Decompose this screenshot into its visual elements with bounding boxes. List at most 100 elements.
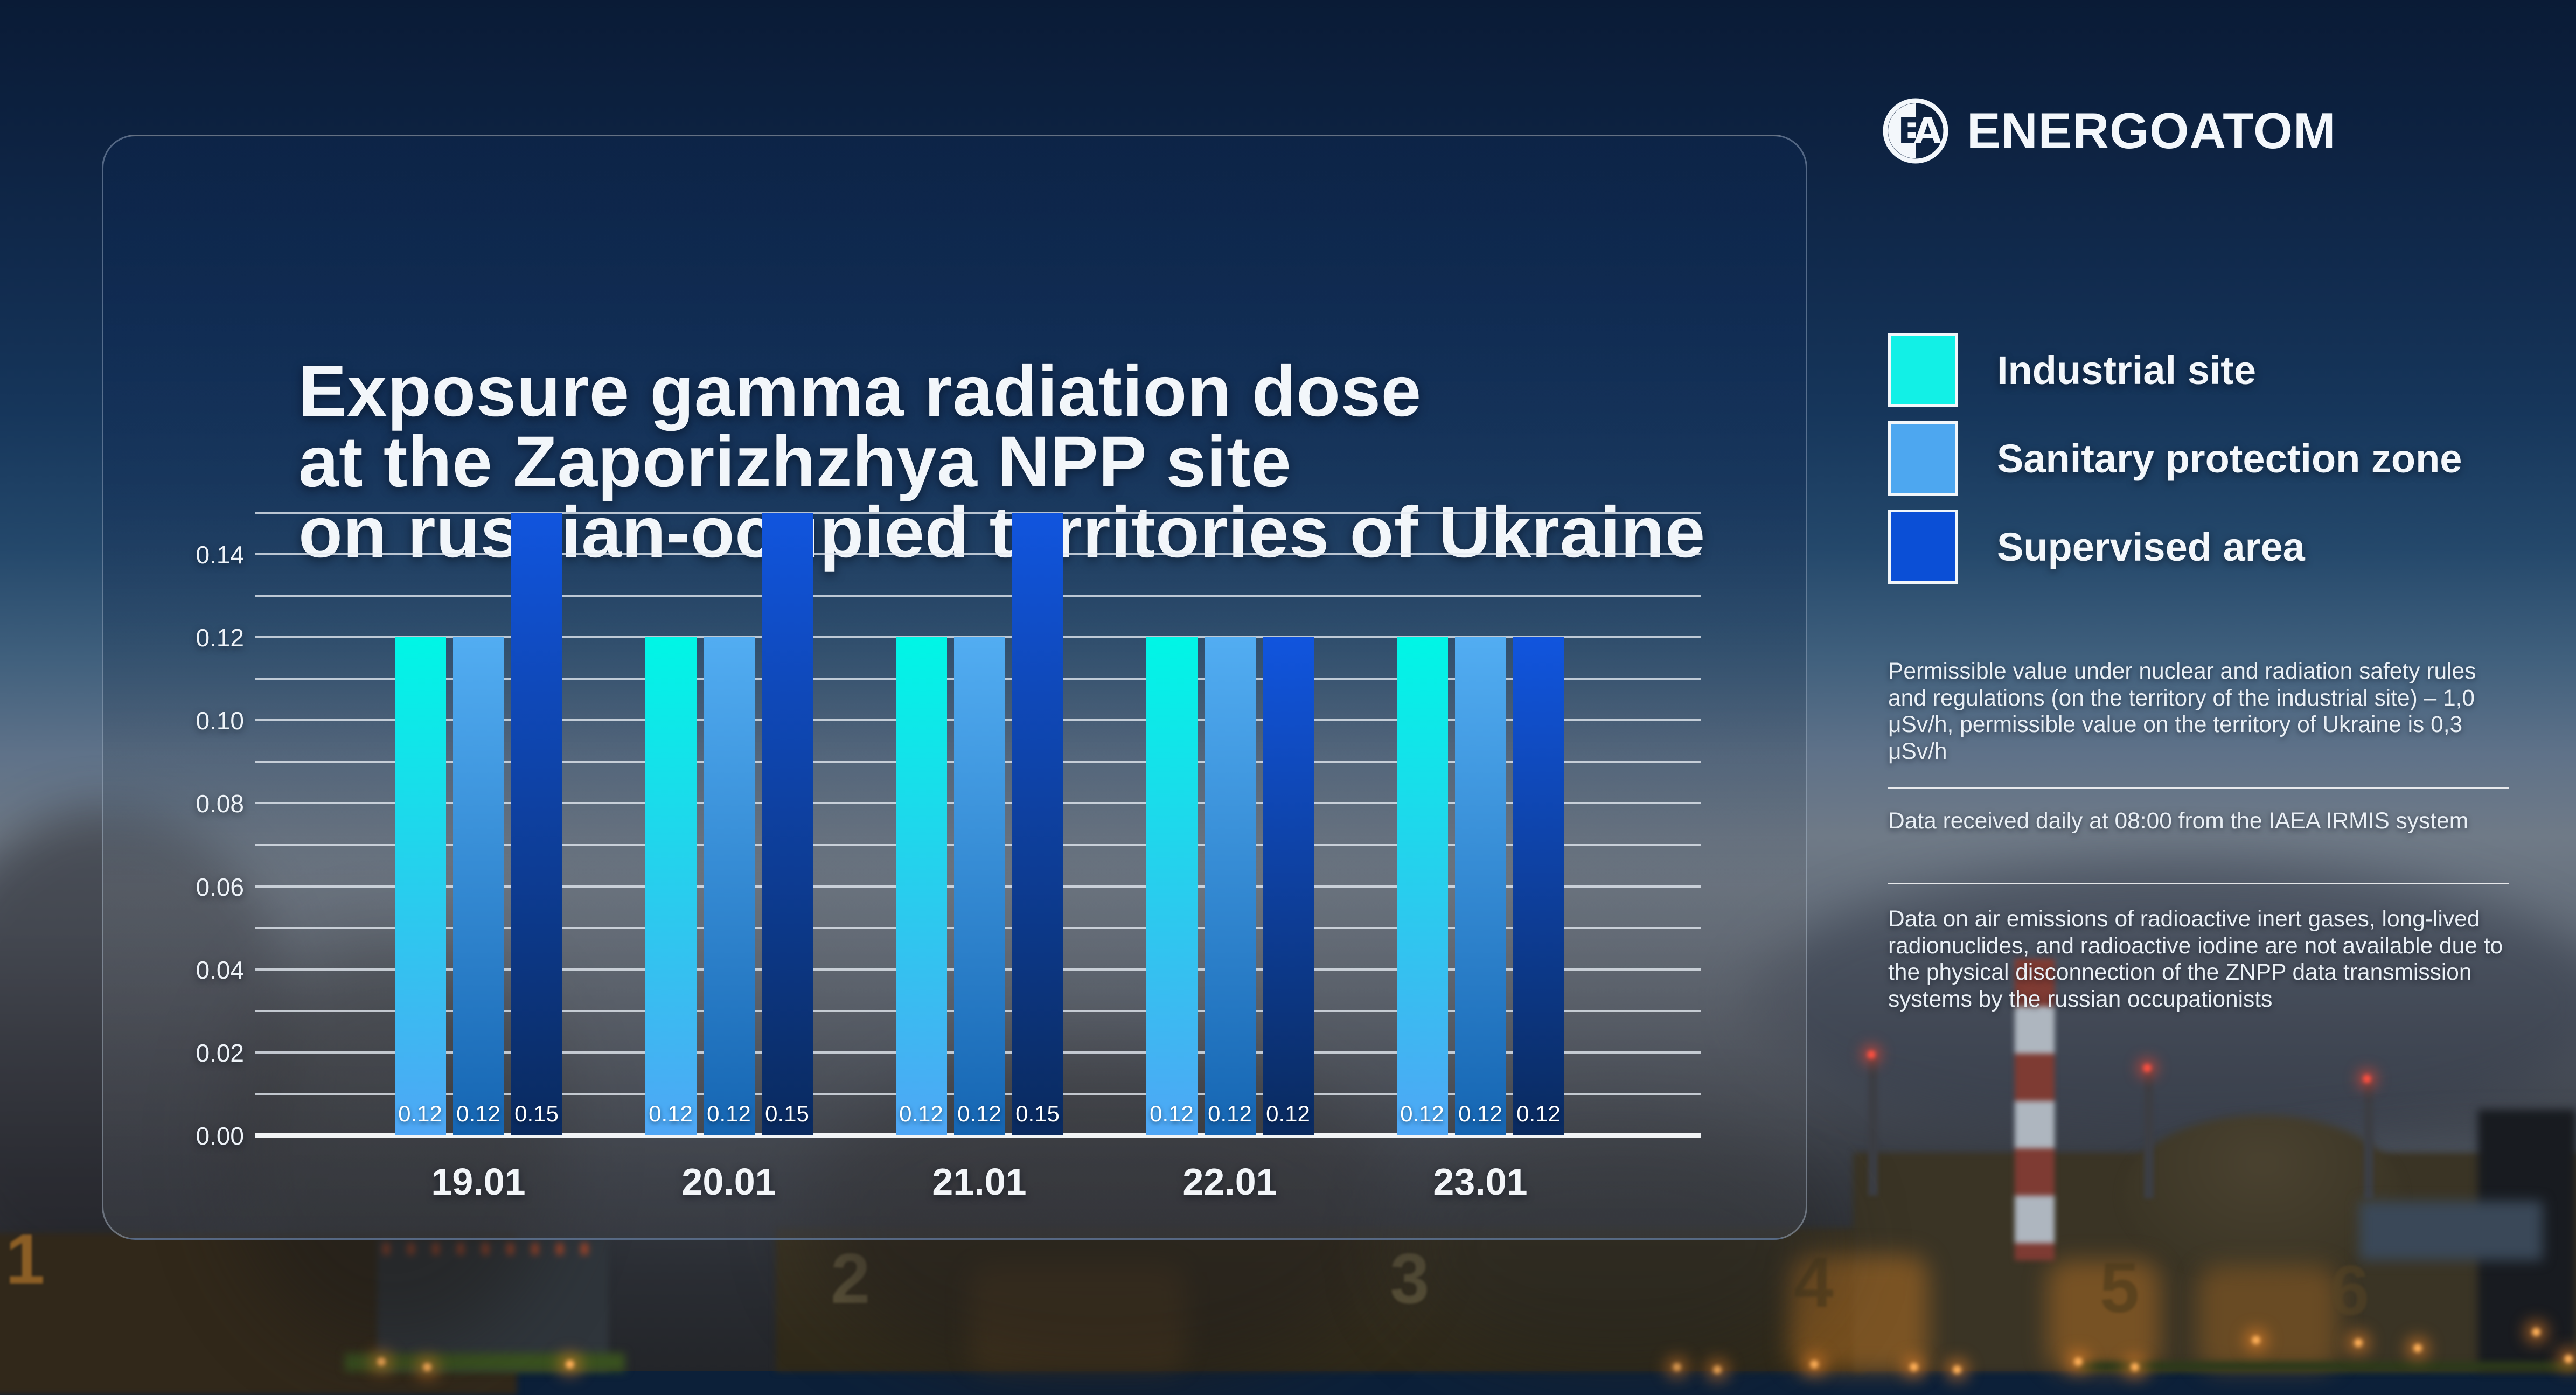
reactor-dome — [2122, 1115, 2403, 1277]
plant-light — [423, 1363, 431, 1371]
legend-swatch-supervised-area — [1888, 510, 1958, 584]
bar-sanitary-protection-zone-23.01: 0.12 — [1454, 637, 1506, 1135]
bar-value-label: 0.12 — [1400, 1101, 1444, 1126]
legend-item-supervised-area: Supervised area — [1888, 510, 2462, 584]
gridline — [255, 512, 1701, 514]
plant-light — [2532, 1328, 2540, 1336]
plant-light — [2074, 1357, 2083, 1366]
plant-light — [1953, 1365, 1961, 1374]
bar-value-label: 0.12 — [1516, 1101, 1561, 1126]
plant-light — [2131, 1363, 2139, 1371]
vent-stack — [2143, 1064, 2154, 1198]
bar-value-label: 0.12 — [456, 1101, 500, 1126]
plant-light — [2354, 1338, 2363, 1347]
y-axis-tick-label: 0.02 — [196, 1038, 244, 1067]
legend-label: Industrial site — [1997, 347, 2257, 393]
legend-label: Supervised area — [1997, 524, 2305, 569]
note-emissions-unavailable: Data on air emissions of radioactive ine… — [1888, 906, 2503, 1012]
water-glimpse — [2359, 1201, 2543, 1260]
bar-value-label: 0.12 — [649, 1101, 693, 1126]
bar-industrial-site-21.01: 0.12 — [895, 637, 947, 1135]
bar-chart-plot: 0.12 0.12 0.15 19.01 0.12 0.12 0.15 20.01 0.12 0.… — [255, 512, 1701, 1203]
plant-light — [2413, 1344, 2422, 1352]
legend-item-sanitary-protection-zone: Sanitary protection zone — [1888, 421, 2462, 496]
background-cloud — [1751, 862, 2576, 1142]
plant-light — [2564, 1355, 2573, 1363]
x-axis-category-label: 22.01 — [1182, 1161, 1277, 1203]
plant-light — [566, 1360, 574, 1369]
divider — [1888, 787, 2509, 789]
logo-letter-e: E — [1898, 110, 1922, 152]
bar-supervised-area-20.01: 0.15 — [761, 513, 813, 1135]
bar-value-label: 0.12 — [707, 1101, 751, 1126]
chart-title-line: at the Zaporizhzhya NPP site — [298, 422, 1292, 502]
plant-light — [2252, 1336, 2260, 1344]
bar-industrial-site-19.01: 0.12 — [394, 637, 446, 1135]
y-axis-tick-label: 0.06 — [196, 873, 244, 901]
unit-number-6: 6 — [2330, 1251, 2370, 1330]
bar-sanitary-protection-zone-22.01: 0.12 — [1204, 637, 1256, 1135]
x-axis-baseline — [255, 1133, 1701, 1138]
bar-supervised-area-22.01: 0.12 — [1262, 637, 1314, 1135]
floodlit-wall — [2198, 1266, 2338, 1371]
unit-number-5: 5 — [2100, 1248, 2140, 1327]
bar-value-label: 0.12 — [899, 1101, 943, 1126]
bar-supervised-area-19.01: 0.15 — [511, 513, 562, 1135]
x-axis-category-label: 20.01 — [681, 1161, 776, 1203]
gridline — [255, 595, 1701, 597]
plant-light — [1910, 1363, 1918, 1371]
bar-sanitary-protection-zone-20.01: 0.12 — [703, 637, 755, 1135]
divider — [1888, 883, 2509, 884]
gridline — [255, 553, 1701, 556]
logo-letter-a: A — [1914, 110, 1941, 152]
chart-title-line: Exposure gamma radiation dose — [298, 351, 1422, 431]
note-data-source: Data received daily at 08:00 from the IA… — [1888, 808, 2469, 834]
unit-number-1: 1 — [5, 1219, 45, 1299]
vent-stack — [2363, 1075, 2373, 1198]
chart-legend: Industrial site Sanitary protection zone… — [1888, 333, 2462, 598]
x-axis-category-label: 23.01 — [1433, 1161, 1528, 1203]
bar-sanitary-protection-zone-19.01: 0.12 — [452, 637, 504, 1135]
note-permissible-values: Permissible value under nuclear and radi… — [1888, 659, 2476, 764]
legend-label: Sanitary protection zone — [1997, 436, 2462, 481]
grass-strip — [2079, 1362, 2575, 1371]
striped-chimney — [2015, 959, 2055, 1260]
chart-title: Exposure gamma radiation dose at the Zap… — [298, 351, 1753, 569]
bar-value-label: 0.12 — [398, 1101, 442, 1126]
y-axis-tick-label: 0.00 — [196, 1122, 244, 1150]
bar-value-label: 0.15 — [765, 1101, 809, 1126]
brand-name: ENERGOATOM — [1967, 102, 2336, 159]
y-axis-tick-label: 0.14 — [196, 541, 244, 569]
legend-swatch-industrial-site — [1888, 333, 1958, 407]
unit-number-4: 4 — [1794, 1243, 1834, 1322]
floodlit-wall — [2047, 1260, 2160, 1371]
bar-value-label: 0.12 — [957, 1101, 1001, 1126]
grass-strip — [345, 1353, 625, 1371]
plant-light — [1713, 1365, 1722, 1374]
x-axis-category-label: 21.01 — [932, 1161, 1027, 1203]
plant-light — [1673, 1363, 1681, 1371]
energoatom-logo-icon: E A — [1883, 98, 1948, 164]
bar-value-label: 0.15 — [514, 1101, 559, 1126]
bar-supervised-area-23.01: 0.12 — [1513, 637, 1564, 1135]
bar-value-label: 0.12 — [1266, 1101, 1310, 1126]
brand-header: E A ENERGOATOM — [1882, 97, 2336, 165]
y-axis-tick-label: 0.04 — [196, 955, 244, 984]
y-axis-tick-label: 0.12 — [196, 624, 244, 652]
x-axis-category-label: 19.01 — [431, 1161, 526, 1203]
vent-stack — [1867, 1050, 1878, 1196]
bar-value-label: 0.12 — [1208, 1101, 1252, 1126]
bar-industrial-site-23.01: 0.12 — [1396, 637, 1448, 1135]
y-axis-tick-label: 0.10 — [196, 707, 244, 735]
bar-industrial-site-20.01: 0.12 — [645, 637, 697, 1135]
bar-value-label: 0.12 — [1458, 1101, 1502, 1126]
bar-sanitary-protection-zone-21.01: 0.12 — [953, 637, 1005, 1135]
plant-light — [377, 1357, 386, 1366]
unit-number-3: 3 — [1390, 1239, 1430, 1318]
plant-light — [1810, 1360, 1819, 1369]
bar-value-label: 0.12 — [1150, 1101, 1194, 1126]
legend-item-industrial-site: Industrial site — [1888, 333, 2462, 407]
floodlit-wall — [1788, 1255, 1928, 1371]
bar-industrial-site-22.01: 0.12 — [1146, 637, 1198, 1135]
y-axis-tick-label: 0.08 — [196, 790, 244, 818]
